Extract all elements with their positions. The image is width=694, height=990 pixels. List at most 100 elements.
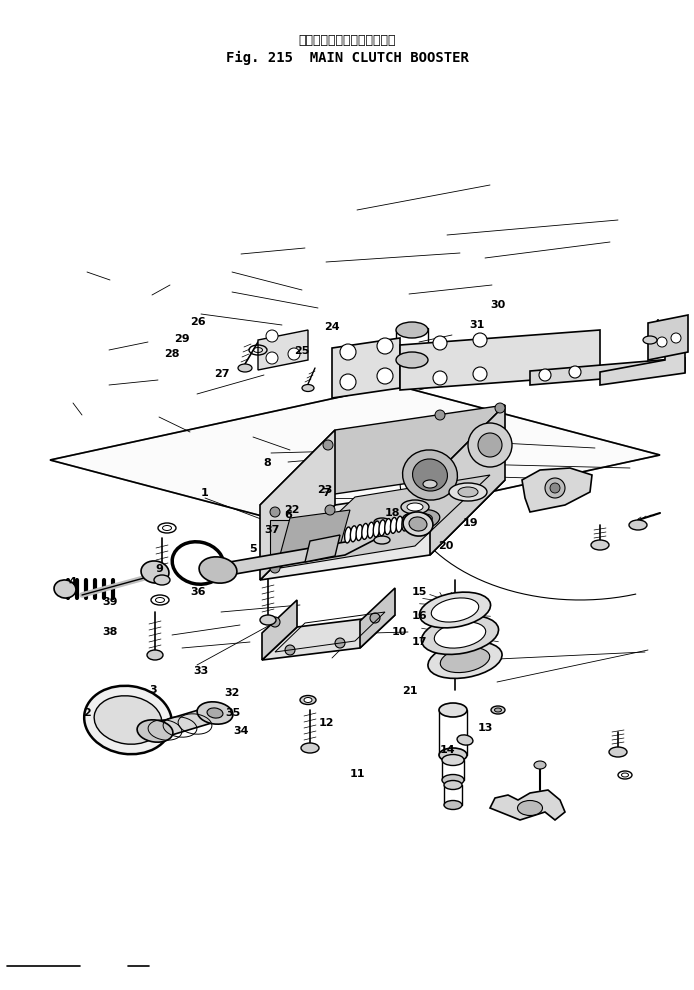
Circle shape [478,433,502,457]
Ellipse shape [362,524,369,540]
Polygon shape [270,520,310,560]
Text: 18: 18 [384,508,400,518]
Circle shape [433,371,447,385]
Circle shape [270,617,280,627]
Ellipse shape [449,483,487,501]
Polygon shape [218,525,378,577]
Text: 28: 28 [164,349,180,359]
Text: 31: 31 [470,320,485,330]
Ellipse shape [444,801,462,810]
Circle shape [335,638,345,648]
Text: 27: 27 [214,369,230,379]
Circle shape [671,333,681,343]
Ellipse shape [396,516,403,533]
Polygon shape [305,535,340,562]
Circle shape [473,367,487,381]
Text: 3: 3 [149,685,156,695]
Ellipse shape [609,747,627,757]
Circle shape [377,368,393,384]
Text: 33: 33 [194,666,209,676]
Text: 4: 4 [69,577,77,587]
Ellipse shape [401,500,429,514]
Ellipse shape [518,801,543,816]
Ellipse shape [304,698,312,703]
Ellipse shape [301,743,319,753]
Ellipse shape [434,622,486,648]
Ellipse shape [440,647,490,672]
Circle shape [433,336,447,350]
Ellipse shape [444,780,462,789]
Text: 21: 21 [402,686,417,696]
Ellipse shape [402,515,408,531]
Ellipse shape [457,735,473,745]
Text: 24: 24 [324,322,339,332]
Ellipse shape [374,518,390,526]
Circle shape [545,478,565,498]
Text: 29: 29 [174,334,189,344]
Ellipse shape [356,525,362,541]
Text: 19: 19 [463,518,478,528]
Ellipse shape [403,449,457,500]
Ellipse shape [374,536,390,544]
Text: 5: 5 [250,544,257,554]
Text: 11: 11 [350,769,365,779]
Ellipse shape [260,615,276,625]
Text: 8: 8 [263,458,271,468]
Polygon shape [280,475,490,568]
Ellipse shape [458,487,478,497]
Circle shape [266,330,278,342]
Text: 16: 16 [412,611,428,621]
Ellipse shape [154,575,170,585]
Circle shape [288,348,300,360]
Text: 12: 12 [319,718,334,728]
Text: 23: 23 [317,485,332,495]
Circle shape [340,374,356,390]
Polygon shape [258,330,308,370]
Ellipse shape [400,510,440,531]
Text: 2: 2 [83,708,91,718]
Ellipse shape [534,761,546,769]
Ellipse shape [141,561,169,583]
Ellipse shape [350,526,357,542]
Ellipse shape [137,720,173,742]
Text: 34: 34 [234,726,249,736]
Text: 6: 6 [284,510,292,520]
Text: 36: 36 [190,587,205,597]
Ellipse shape [207,708,223,718]
Polygon shape [430,405,505,555]
Circle shape [270,563,280,573]
Polygon shape [600,335,685,385]
Circle shape [473,333,487,347]
Polygon shape [280,510,350,555]
Text: 37: 37 [264,525,280,535]
Ellipse shape [629,520,647,530]
Polygon shape [360,588,395,648]
Ellipse shape [439,748,467,762]
Text: 15: 15 [412,587,428,597]
Ellipse shape [54,580,76,598]
Ellipse shape [94,696,162,744]
Text: 32: 32 [225,688,240,698]
Circle shape [550,483,560,493]
Polygon shape [530,358,685,385]
Ellipse shape [643,336,657,344]
Text: 20: 20 [438,542,453,551]
Polygon shape [155,705,215,740]
Text: メイン　クラッチ　ブースタ: メイン クラッチ ブースタ [298,34,396,47]
Text: 30: 30 [491,300,506,310]
Polygon shape [262,600,297,660]
Ellipse shape [368,523,374,539]
Text: 25: 25 [294,346,310,356]
Text: 7: 7 [322,488,330,498]
Text: 35: 35 [225,708,240,718]
Ellipse shape [147,650,163,660]
Text: Fig. 215  MAIN CLUTCH BOOSTER: Fig. 215 MAIN CLUTCH BOOSTER [226,50,468,65]
Ellipse shape [396,352,428,368]
Ellipse shape [373,521,380,537]
Circle shape [657,337,667,347]
Ellipse shape [407,514,432,527]
Circle shape [266,352,278,364]
Ellipse shape [407,503,423,511]
Ellipse shape [428,642,502,678]
Ellipse shape [591,540,609,550]
